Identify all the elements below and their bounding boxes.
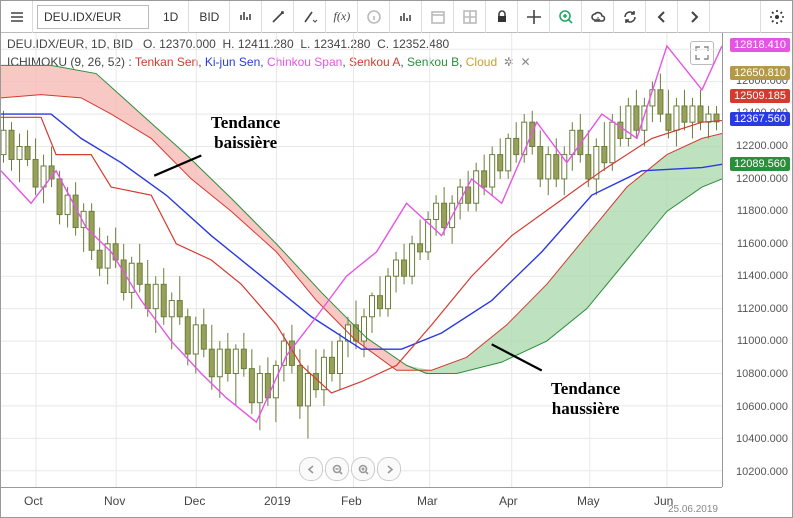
chart-svg bbox=[1, 33, 722, 487]
playback-controls bbox=[299, 457, 401, 481]
toolbar: DEU.IDX/EUR 1D BID f(x) bbox=[1, 1, 792, 33]
draw-button[interactable] bbox=[262, 1, 294, 33]
annotation-bullish: Tendance haussière bbox=[551, 379, 620, 418]
chart-area: 10200.000 10400.000 10600.000 10800.000 1100… bbox=[1, 33, 792, 487]
x-tick: Mar bbox=[417, 494, 438, 508]
x-tick: Dec bbox=[184, 494, 205, 508]
y-tick: 11800.000 bbox=[737, 205, 788, 217]
price-badge: 12367.560 bbox=[730, 112, 790, 126]
playback-forward[interactable] bbox=[377, 457, 401, 481]
settings-button[interactable] bbox=[760, 1, 792, 33]
x-tick: May bbox=[577, 494, 600, 508]
interval-selector[interactable]: 1D bbox=[153, 1, 189, 33]
symbol-text: DEU.IDX/EUR bbox=[44, 10, 121, 24]
y-tick: 11600.000 bbox=[737, 238, 788, 250]
price-badge: 12509.185 bbox=[730, 89, 790, 103]
side-label: BID bbox=[199, 10, 219, 24]
interval-label: 1D bbox=[163, 10, 178, 24]
info-button[interactable] bbox=[358, 1, 390, 33]
side-selector[interactable]: BID bbox=[189, 1, 230, 33]
layout-button[interactable] bbox=[454, 1, 486, 33]
menu-button[interactable] bbox=[1, 1, 33, 33]
next-button[interactable] bbox=[678, 1, 710, 33]
annotation-bearish: Tendance baissière bbox=[211, 113, 280, 152]
x-tick: Oct bbox=[24, 494, 43, 508]
price-badge: 12089.560 bbox=[730, 157, 790, 171]
y-tick: 11400.000 bbox=[737, 270, 788, 282]
playback-zoomout[interactable] bbox=[325, 457, 349, 481]
prev-button[interactable] bbox=[646, 1, 678, 33]
x-tick: Nov bbox=[104, 494, 125, 508]
refresh-button[interactable] bbox=[614, 1, 646, 33]
y-tick: 10800.000 bbox=[736, 368, 788, 380]
y-tick: 11000.000 bbox=[737, 335, 788, 347]
current-date: 25.06.2019 bbox=[668, 504, 718, 515]
trading-chart-window: DEU.IDX/EUR 1D BID f(x) DEU.IDX/EUR, 1D,… bbox=[0, 0, 793, 518]
plot-area[interactable] bbox=[1, 33, 722, 487]
price-badge: 12818.410 bbox=[730, 38, 790, 52]
symbol-input[interactable]: DEU.IDX/EUR bbox=[37, 5, 149, 29]
y-axis[interactable]: 10200.000 10400.000 10600.000 10800.000 1100… bbox=[722, 33, 792, 487]
zoom-button[interactable] bbox=[550, 1, 582, 33]
bars-button[interactable] bbox=[390, 1, 422, 33]
price-badge: 12650.810 bbox=[730, 66, 790, 80]
fx-button[interactable]: f(x) bbox=[326, 1, 358, 33]
x-tick: 2019 bbox=[264, 494, 291, 508]
y-tick: 11200.000 bbox=[737, 303, 788, 315]
playback-rewind[interactable] bbox=[299, 457, 323, 481]
y-tick: 10600.000 bbox=[736, 401, 788, 413]
x-tick: Apr bbox=[499, 494, 518, 508]
x-axis[interactable]: 25.06.2019 Oct Nov Dec 2019 Feb Mar Apr May Jun bbox=[1, 487, 722, 517]
x-tick: Jun bbox=[654, 494, 673, 508]
y-tick: 10400.000 bbox=[736, 433, 788, 445]
playback-zoomin[interactable] bbox=[351, 457, 375, 481]
lock-button[interactable] bbox=[486, 1, 518, 33]
x-tick: Feb bbox=[341, 494, 362, 508]
crosshair-button[interactable] bbox=[518, 1, 550, 33]
y-tick: 12200.000 bbox=[736, 140, 788, 152]
calendar-button[interactable] bbox=[422, 1, 454, 33]
draw-dropdown[interactable] bbox=[294, 1, 326, 33]
chart-type-button[interactable] bbox=[230, 1, 262, 33]
cloud-button[interactable] bbox=[582, 1, 614, 33]
y-tick: 12000.000 bbox=[736, 173, 788, 185]
y-tick: 10200.000 bbox=[736, 466, 788, 478]
